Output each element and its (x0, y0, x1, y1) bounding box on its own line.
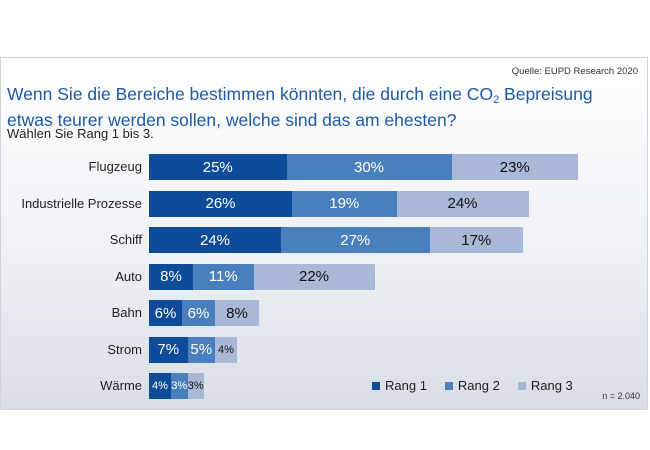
title-part2: Bepreisung (499, 84, 593, 104)
legend-item-rang-2: Rang 2 (444, 378, 500, 393)
legend-swatch-rang-2 (444, 381, 453, 390)
bar-segment: 8% (149, 263, 193, 290)
data-label: 23% (499, 158, 530, 176)
category-label: Flugzeug (88, 159, 142, 174)
source-note: Quelle: EUPD Research 2020 (511, 66, 638, 77)
data-label: 4% (152, 380, 168, 392)
bar-segment: 7% (149, 336, 188, 363)
bar-segment: 8% (215, 300, 259, 326)
data-label: 26% (205, 195, 236, 212)
bar-segment: 4% (215, 336, 237, 363)
bar-segment: 22% (253, 263, 375, 290)
bar-segment: 26% (149, 190, 292, 217)
data-label: 3% (171, 380, 188, 392)
data-label: 4% (218, 343, 234, 356)
data-label: 3% (187, 380, 204, 392)
bar-segment: 25% (149, 154, 287, 180)
legend-label-rang-3: Rang 3 (530, 378, 573, 393)
data-label: 27% (340, 231, 371, 249)
data-label: 5% (190, 341, 213, 358)
data-label: 25% (202, 158, 233, 176)
legend-label-rang-1: Rang 1 (385, 378, 427, 393)
title-part1: Wenn Sie die Bereiche bestimmen könnten,… (7, 84, 494, 104)
bar-segment: 3% (171, 373, 188, 399)
bar-segment: 19% (292, 190, 397, 217)
legend: Rang 1 Rang 2 Rang 3 (372, 378, 573, 393)
bar-segment: 3% (187, 373, 204, 399)
legend-item-rang-3: Rang 3 (517, 378, 573, 393)
chart-title: Wenn Sie die Bereiche bestimmen könnten,… (7, 84, 637, 130)
category-label: Bahn (111, 305, 142, 320)
category-label: Strom (107, 341, 142, 357)
data-label: 6% (187, 304, 210, 322)
data-label: 7% (157, 341, 180, 358)
data-label: 11% (208, 268, 238, 285)
title-subscript: 2 (493, 94, 500, 106)
bar-segment: 4% (149, 373, 171, 399)
legend-swatch-rang-1 (372, 381, 380, 390)
data-label: 24% (447, 195, 478, 212)
data-label: 8% (160, 268, 182, 285)
category-label: Industrielle Prozesse (21, 195, 142, 211)
title-line2: etwas teurer werden sollen, welche sind … (7, 110, 457, 130)
bar-segment: 5% (187, 336, 215, 363)
bar-segment: 17% (429, 227, 523, 253)
data-label: 17% (461, 231, 492, 249)
legend-item-rang-1: Rang 1 (372, 378, 427, 393)
legend-swatch-rang-3 (517, 381, 526, 390)
bar-segment: 27% (281, 227, 430, 253)
bar-segment: 24% (396, 190, 529, 217)
bar-segment: 11% (193, 263, 254, 290)
category-label: Wärme (100, 378, 142, 393)
bar-segment: 30% (286, 154, 452, 180)
data-label: 6% (154, 304, 177, 322)
data-label: 22% (298, 268, 330, 285)
bar-segment: 6% (182, 300, 215, 326)
data-label: 30% (353, 158, 385, 176)
category-label: Schiff (109, 232, 142, 247)
bar-segment: 24% (149, 227, 281, 253)
chart-subtitle: Wählen Sie Rang 1 bis 3. (7, 126, 154, 141)
bar-segment: 6% (149, 300, 182, 326)
sample-size-note: n = 2.040 (602, 391, 640, 401)
legend-label-rang-2: Rang 2 (457, 378, 500, 393)
bar-segment: 23% (451, 154, 578, 180)
data-label: 19% (329, 195, 360, 212)
data-label: 24% (199, 231, 231, 249)
data-label: 8% (226, 304, 248, 322)
category-label: Auto (115, 268, 142, 284)
